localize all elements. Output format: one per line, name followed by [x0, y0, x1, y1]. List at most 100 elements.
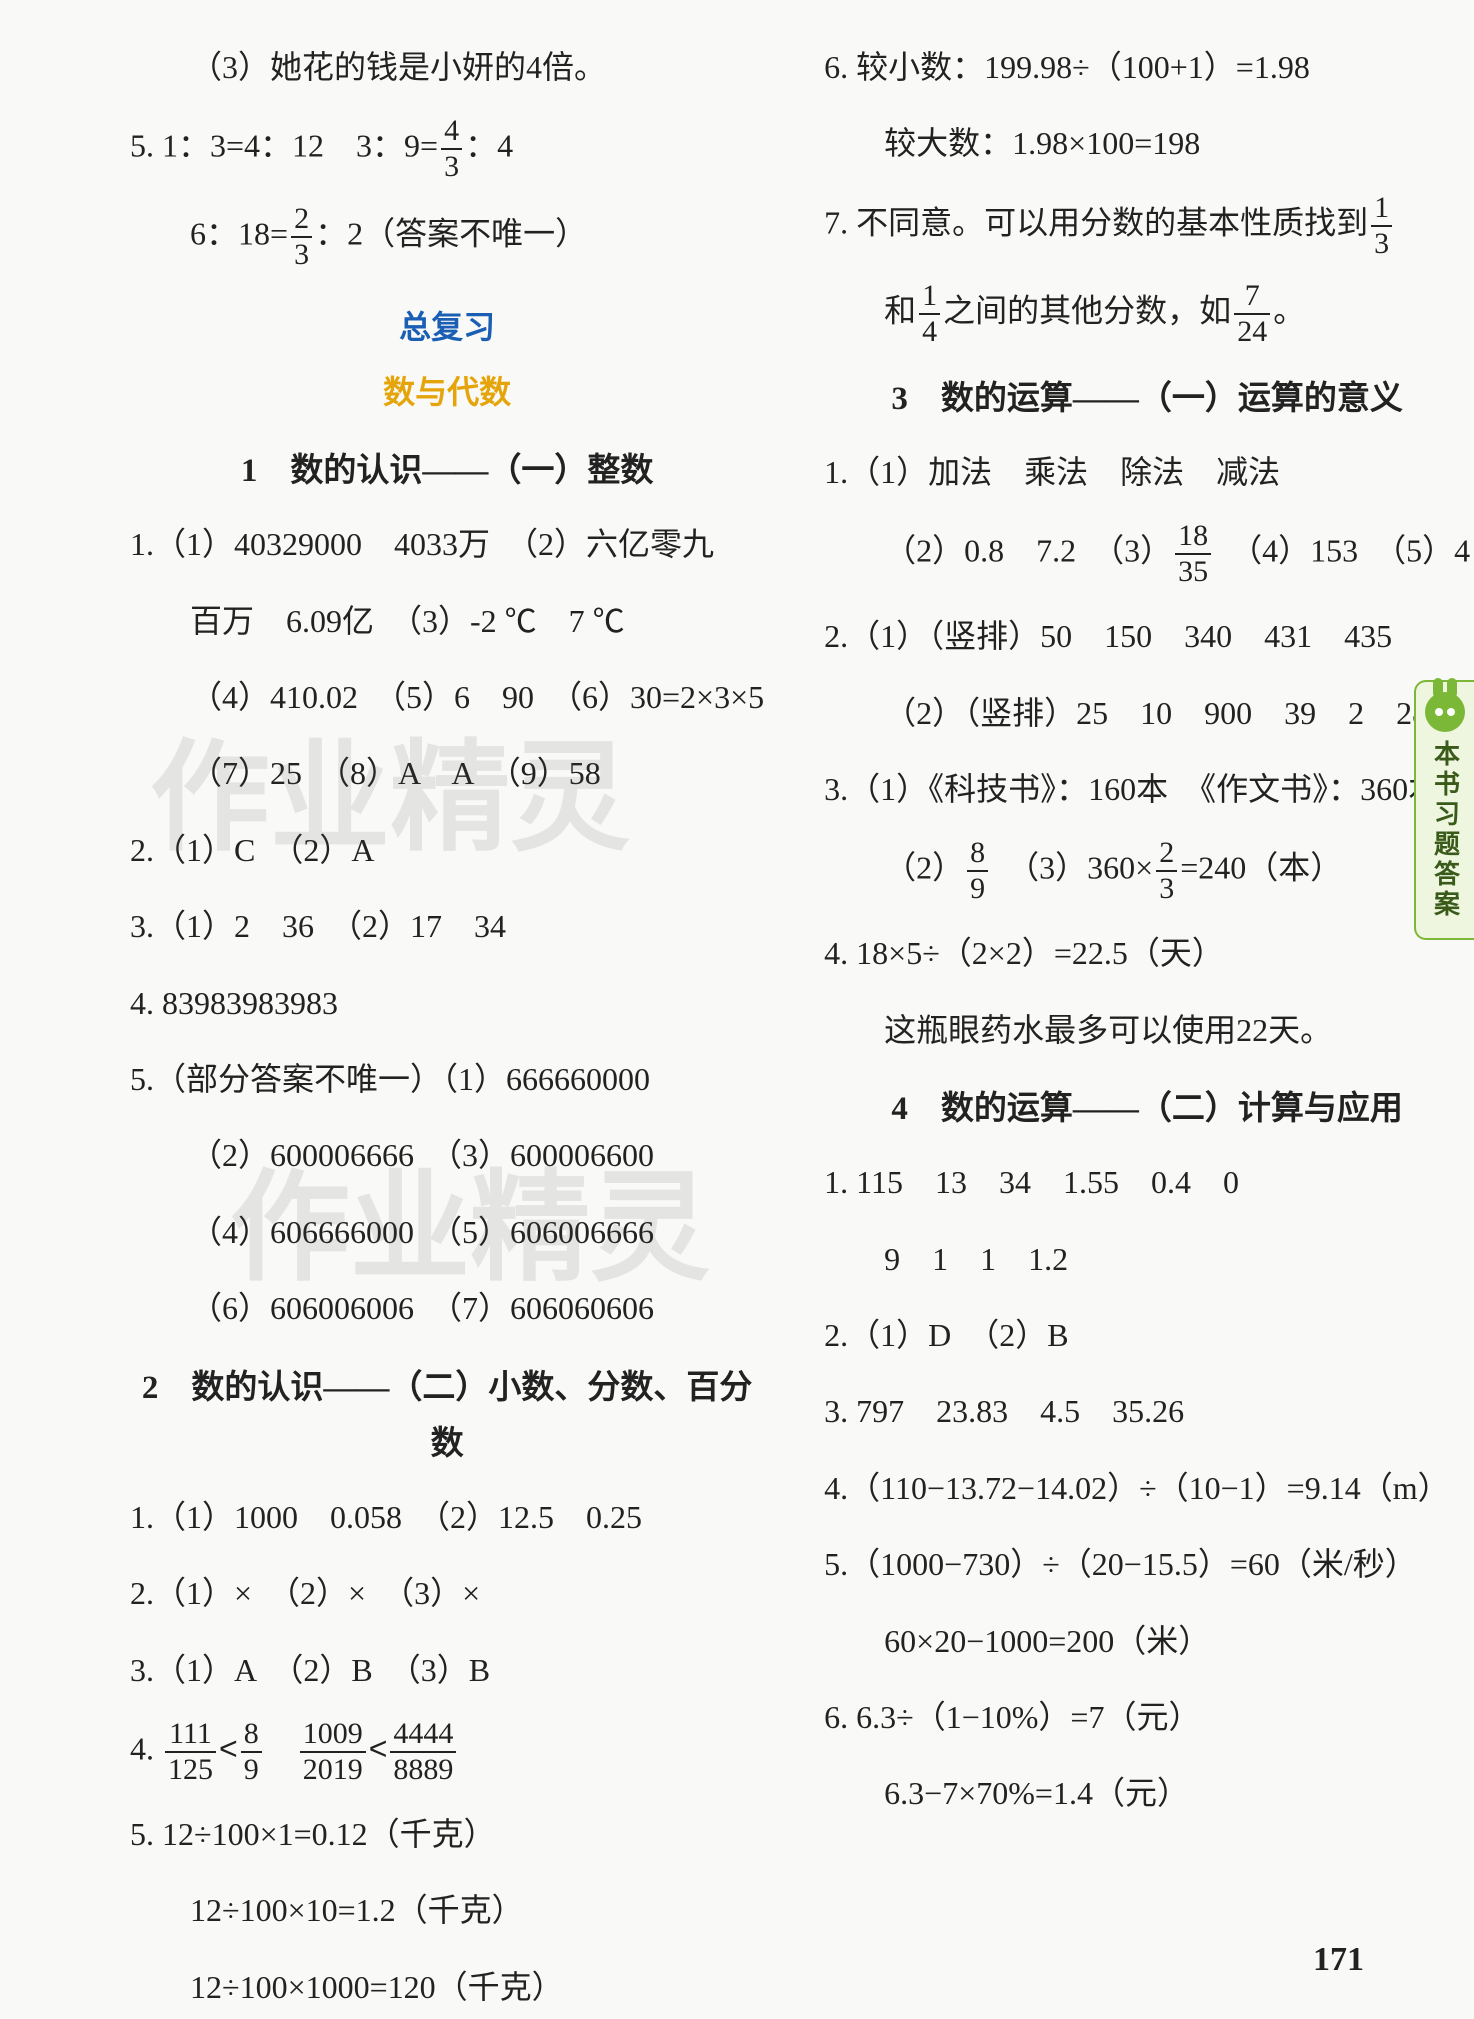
text-line: 1.（1）40329000 4033万 （2）六亿零九 — [130, 517, 764, 571]
right-column: 6. 较小数：199.98÷（100+1）=1.98 较大数：1.98×100=… — [794, 40, 1474, 1920]
text-line: 60×20−1000=200（米） — [824, 1614, 1470, 1668]
text: ：4 — [465, 128, 513, 164]
text-line: 百万 6.09亿 （3）-2 ℃ 7 ℃ — [130, 594, 764, 648]
fraction: 14 — [919, 281, 940, 347]
fraction: 111125 — [165, 1719, 216, 1785]
text-line: 2.（1）（竖排）50 150 340 431 435 — [824, 609, 1470, 663]
text-line: 12÷100×1000=120（千克） — [130, 1960, 764, 2014]
text-line: 6. 6.3÷（1−10%）=7（元） — [824, 1690, 1470, 1744]
denominator: 9 — [241, 1753, 262, 1785]
numerator: 1 — [919, 281, 940, 315]
text-line: （4）410.02 （5）6 90 （6）30=2×3×5 — [130, 670, 764, 724]
text-line: 5.（1000−730）÷（20−15.5）=60（米/秒） — [824, 1537, 1470, 1591]
numerator: 8 — [241, 1719, 262, 1753]
denominator: 3 — [1156, 872, 1177, 904]
text-line: 5. 12÷100×1=0.12（千克） — [130, 1807, 764, 1861]
text-line: 4. 83983983983 — [130, 976, 764, 1030]
two-column-layout: （3）她花的钱是小妍的4倍。 5. 1：3=4：12 3：9=43：4 6：18… — [110, 40, 1384, 1920]
text-line: 4. 18×5÷（2×2）=22.5（天） — [824, 926, 1470, 980]
bunny-icon — [1425, 692, 1465, 732]
item-number: 5. — [130, 128, 154, 164]
text-line: （2）0.8 7.2 （3）1835 （4）153 （5）4 — [824, 521, 1470, 587]
denominator: 9 — [967, 872, 988, 904]
text: =240（本） — [1180, 850, 1342, 886]
fraction: 23 — [1156, 838, 1177, 904]
text-line: 6：18=23：2（答案不唯一） — [130, 204, 764, 270]
denominator: 8889 — [390, 1753, 456, 1785]
denominator: 24 — [1234, 315, 1270, 347]
denominator: 2019 — [300, 1753, 366, 1785]
text-line: 1.（1）1000 0.058 （2）12.5 0.25 — [130, 1490, 764, 1544]
fraction: 43 — [441, 116, 462, 182]
text: （2） — [884, 850, 964, 886]
text: 。 — [1273, 292, 1305, 328]
less-than: < — [219, 1730, 238, 1766]
text-line: 4. 111125<89 10092019<44448889 — [130, 1719, 764, 1785]
text-line: 较大数：1.98×100=198 — [824, 116, 1470, 170]
text-line: 2.（1）× （2）× （3）× — [130, 1566, 764, 1620]
numerator: 7 — [1234, 281, 1270, 315]
text-line: 5.（部分答案不唯一）（1）666660000 — [130, 1052, 764, 1106]
text-line: 和14之间的其他分数，如724。 — [824, 281, 1470, 347]
section-title: 3 数的运算——（一）运算的意义 — [824, 371, 1470, 427]
denominator: 3 — [441, 150, 462, 182]
text-line: 5. 1：3=4：12 3：9=43：4 — [130, 116, 764, 182]
numerator: 4 — [441, 116, 462, 150]
fraction: 1835 — [1175, 521, 1211, 587]
text: 和 — [884, 292, 916, 328]
text: 6：18= — [190, 216, 288, 252]
item-number: 4. — [130, 1730, 154, 1766]
text-line: （7）25 （8）A A （9）58 — [130, 746, 764, 800]
numerator: 1009 — [300, 1719, 366, 1753]
heading-main: 总复习 — [130, 300, 764, 354]
section-title: 1 数的认识——（一）整数 — [130, 443, 764, 499]
denominator: 4 — [919, 315, 940, 347]
text-line: （6）606006006 （7）606060606 — [130, 1281, 764, 1335]
text-line: 2.（1）C （2）A — [130, 823, 764, 877]
text-line: 6.3−7×70%=1.4（元） — [824, 1766, 1470, 1820]
fraction: 23 — [291, 204, 312, 270]
numerator: 111 — [165, 1719, 216, 1753]
text-line: （3）她花的钱是小妍的4倍。 — [130, 40, 764, 94]
fraction: 89 — [241, 1719, 262, 1785]
side-tab: 本书习题答案 — [1414, 680, 1474, 940]
fraction: 13 — [1371, 193, 1392, 259]
text-line: （2）89 （3）360×23=240（本） — [824, 838, 1470, 904]
section-title: 4 数的运算——（二）计算与应用 — [824, 1081, 1470, 1137]
fraction: 724 — [1234, 281, 1270, 347]
less-than: < — [369, 1730, 388, 1766]
denominator: 125 — [165, 1753, 216, 1785]
text-line: 7. 不同意。可以用分数的基本性质找到13 — [824, 193, 1470, 259]
text: 之间的其他分数，如 — [943, 292, 1231, 328]
text: （4）153 （5）4 — [1214, 533, 1470, 569]
numerator: 4444 — [390, 1719, 456, 1753]
text: 7. 不同意。可以用分数的基本性质找到 — [824, 204, 1368, 240]
text-line: 1.（1）加法 乘法 除法 减法 — [824, 445, 1470, 499]
text-line: 3.（1）A （2）B （3）B — [130, 1643, 764, 1697]
numerator: 8 — [967, 838, 988, 872]
text-line: 2.（1）D （2）B — [824, 1308, 1470, 1362]
denominator: 35 — [1175, 555, 1211, 587]
page-number: 171 — [1313, 1941, 1364, 1979]
numerator: 2 — [291, 204, 312, 238]
numerator: 1 — [1371, 193, 1392, 227]
side-tab-label: 本书习题答案 — [1427, 740, 1464, 920]
text-line: （2）600006666 （3）600006600 — [130, 1128, 764, 1182]
text: ：2（答案不唯一） — [315, 216, 587, 252]
text-line: 3.（1）《科技书》：160本 《作文书》：360本 — [824, 762, 1470, 816]
space — [265, 1730, 297, 1766]
fraction: 44448889 — [390, 1719, 456, 1785]
text-line: 这瓶眼药水最多可以使用22天。 — [824, 1003, 1470, 1057]
fraction: 10092019 — [300, 1719, 366, 1785]
text: （3）360× — [991, 850, 1153, 886]
text-line: 12÷100×10=1.2（千克） — [130, 1883, 764, 1937]
text-line: 1. 115 13 34 1.55 0.4 0 — [824, 1155, 1470, 1209]
numerator: 18 — [1175, 521, 1211, 555]
numerator: 2 — [1156, 838, 1177, 872]
denominator: 3 — [291, 238, 312, 270]
text: （2）0.8 7.2 （3） — [884, 533, 1172, 569]
text-line: 6. 较小数：199.98÷（100+1）=1.98 — [824, 40, 1470, 94]
text-line: 4.（110−13.72−14.02）÷（10−1）=9.14（m） — [824, 1461, 1470, 1515]
denominator: 3 — [1371, 227, 1392, 259]
page: （3）她花的钱是小妍的4倍。 5. 1：3=4：12 3：9=43：4 6：18… — [0, 0, 1474, 2019]
